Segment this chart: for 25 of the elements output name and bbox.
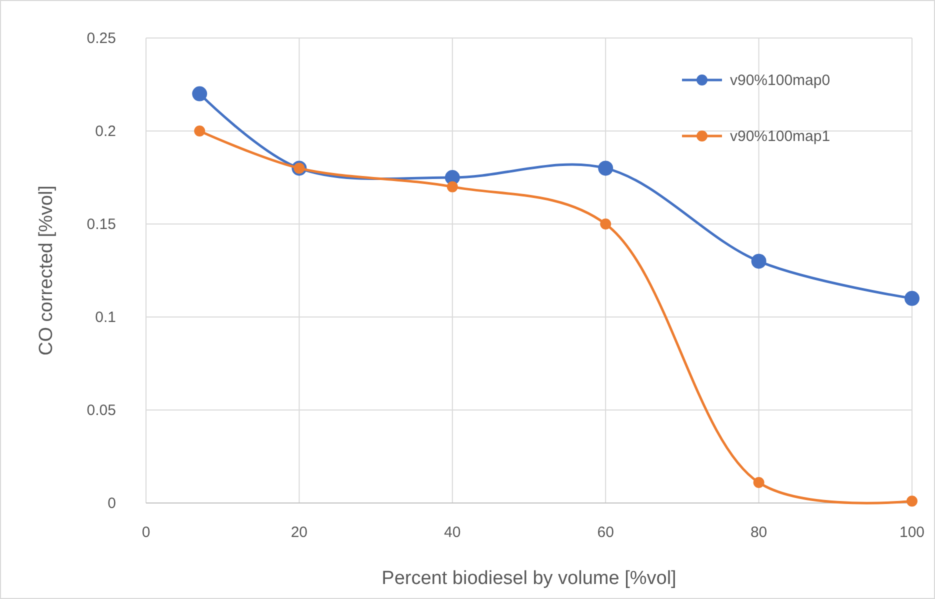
x-tick-label: 80	[750, 524, 768, 541]
x-tick-label: 40	[444, 524, 461, 541]
point	[904, 290, 920, 306]
legend-label: v90%100map0	[730, 72, 830, 89]
x-axis-title: Percent biodiesel by volume [%vol]	[382, 568, 676, 589]
point	[192, 86, 208, 102]
y-axis-title: CO corrected [%vol]	[36, 186, 57, 356]
x-tick-label: 0	[142, 524, 150, 541]
point	[598, 160, 614, 176]
x-tick-label: 60	[597, 524, 614, 541]
point	[751, 254, 766, 269]
point	[906, 496, 918, 507]
point	[194, 126, 206, 136]
point	[446, 181, 458, 192]
y-tick-label: 0	[108, 495, 116, 512]
y-tick-label: 0.25	[86, 30, 116, 47]
y-tick-label: 0.1	[95, 309, 116, 326]
x-tick-label: 100	[899, 524, 925, 541]
point	[753, 477, 764, 488]
y-tick-label: 0.2	[95, 123, 116, 140]
legend-label: v90%100map1	[730, 128, 830, 145]
y-tick-label: 0.15	[86, 216, 116, 233]
x-tick-label: 20	[290, 524, 308, 541]
point	[600, 218, 612, 230]
y-tick-label: 0.05	[86, 402, 116, 419]
